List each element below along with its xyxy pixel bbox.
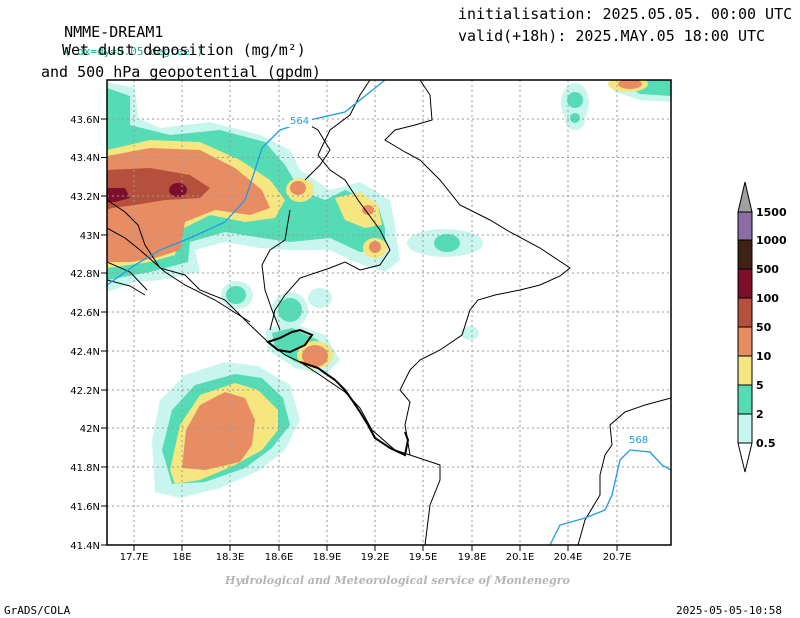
legend-label: 0.5 — [756, 437, 776, 450]
legend-label: 100 — [756, 292, 779, 305]
legend-label: 2 — [756, 408, 764, 421]
lon-label: 18.6E — [265, 552, 294, 563]
lat-label: 42.2N — [70, 386, 100, 397]
lat-label: 41.4N — [70, 541, 100, 552]
legend-swatch-0_5 — [737, 413, 753, 444]
lon-label: 18.3E — [216, 552, 245, 563]
legend-swatch-500 — [737, 239, 753, 270]
lat-label: 42.4N — [70, 347, 100, 358]
legend-swatch-1500 — [737, 181, 753, 213]
lon-label: 20.4E — [554, 552, 583, 563]
legend-swatch-10 — [737, 326, 753, 357]
lon-label: 19.8E — [458, 552, 487, 563]
legend-swatch-1000 — [737, 211, 753, 241]
lon-label: 20.7E — [603, 552, 632, 563]
lon-label: 18.9E — [313, 552, 342, 563]
lon-label: 20.1E — [506, 552, 535, 563]
graticule — [107, 80, 671, 545]
color-legend — [737, 181, 753, 473]
contour-label-568: 568 — [629, 435, 648, 446]
model-name: NMME-DREAM1 — [64, 23, 164, 41]
legend-label: 5 — [756, 379, 764, 392]
legend-swatch-5 — [737, 355, 753, 386]
init-time: initialisation: 2025.05.05. 00:00 UTC — [458, 5, 793, 23]
lat-label: 43N — [80, 231, 100, 242]
resolution-note: ( dx=dy=0.05 degree ) — [64, 45, 204, 58]
lat-label: 41.8N — [70, 463, 100, 474]
valid-time: valid(+18h): 2025.MAY.05 18:00 UTC — [458, 27, 766, 45]
lat-label: 43.4N — [70, 153, 100, 164]
lat-label: 41.6N — [70, 502, 100, 513]
lat-label: 42.6N — [70, 308, 100, 319]
legend-label: 1500 — [756, 206, 787, 219]
geopotential-contours — [107, 80, 671, 545]
lon-label: 17.7E — [120, 552, 149, 563]
lat-label: 42.8N — [70, 269, 100, 280]
legend-label: 1000 — [756, 234, 787, 247]
legend-label: 50 — [756, 321, 772, 334]
lon-label: 19.5E — [409, 552, 438, 563]
lon-label: 18E — [172, 552, 191, 563]
legend-label: 10 — [756, 350, 772, 363]
footer-left: GrADS/COLA — [4, 604, 71, 617]
footer-right: 2025-05-05-10:58 — [676, 604, 782, 617]
legend-swatch-below — [737, 442, 753, 473]
legend-swatch-2 — [737, 384, 753, 415]
lat-label: 43.6N — [70, 115, 100, 126]
coastline — [265, 328, 410, 457]
dust-deposition-field — [107, 80, 671, 498]
lon-label: 19.2E — [361, 552, 390, 563]
field-title-1: Wet dust deposition (mg/m²) — [62, 41, 306, 59]
credit-line: Hydrological and Meteorological service … — [225, 574, 570, 587]
lat-label: 42N — [80, 424, 100, 435]
legend-swatch-100 — [737, 268, 753, 299]
field-title-2: and 500 hPa geopotential (gpdm) — [41, 63, 321, 81]
lat-label: 43.2N — [70, 192, 100, 203]
legend-swatch-50 — [737, 297, 753, 328]
legend-label: 500 — [756, 263, 779, 276]
contour-label-564: 564 — [290, 116, 309, 127]
